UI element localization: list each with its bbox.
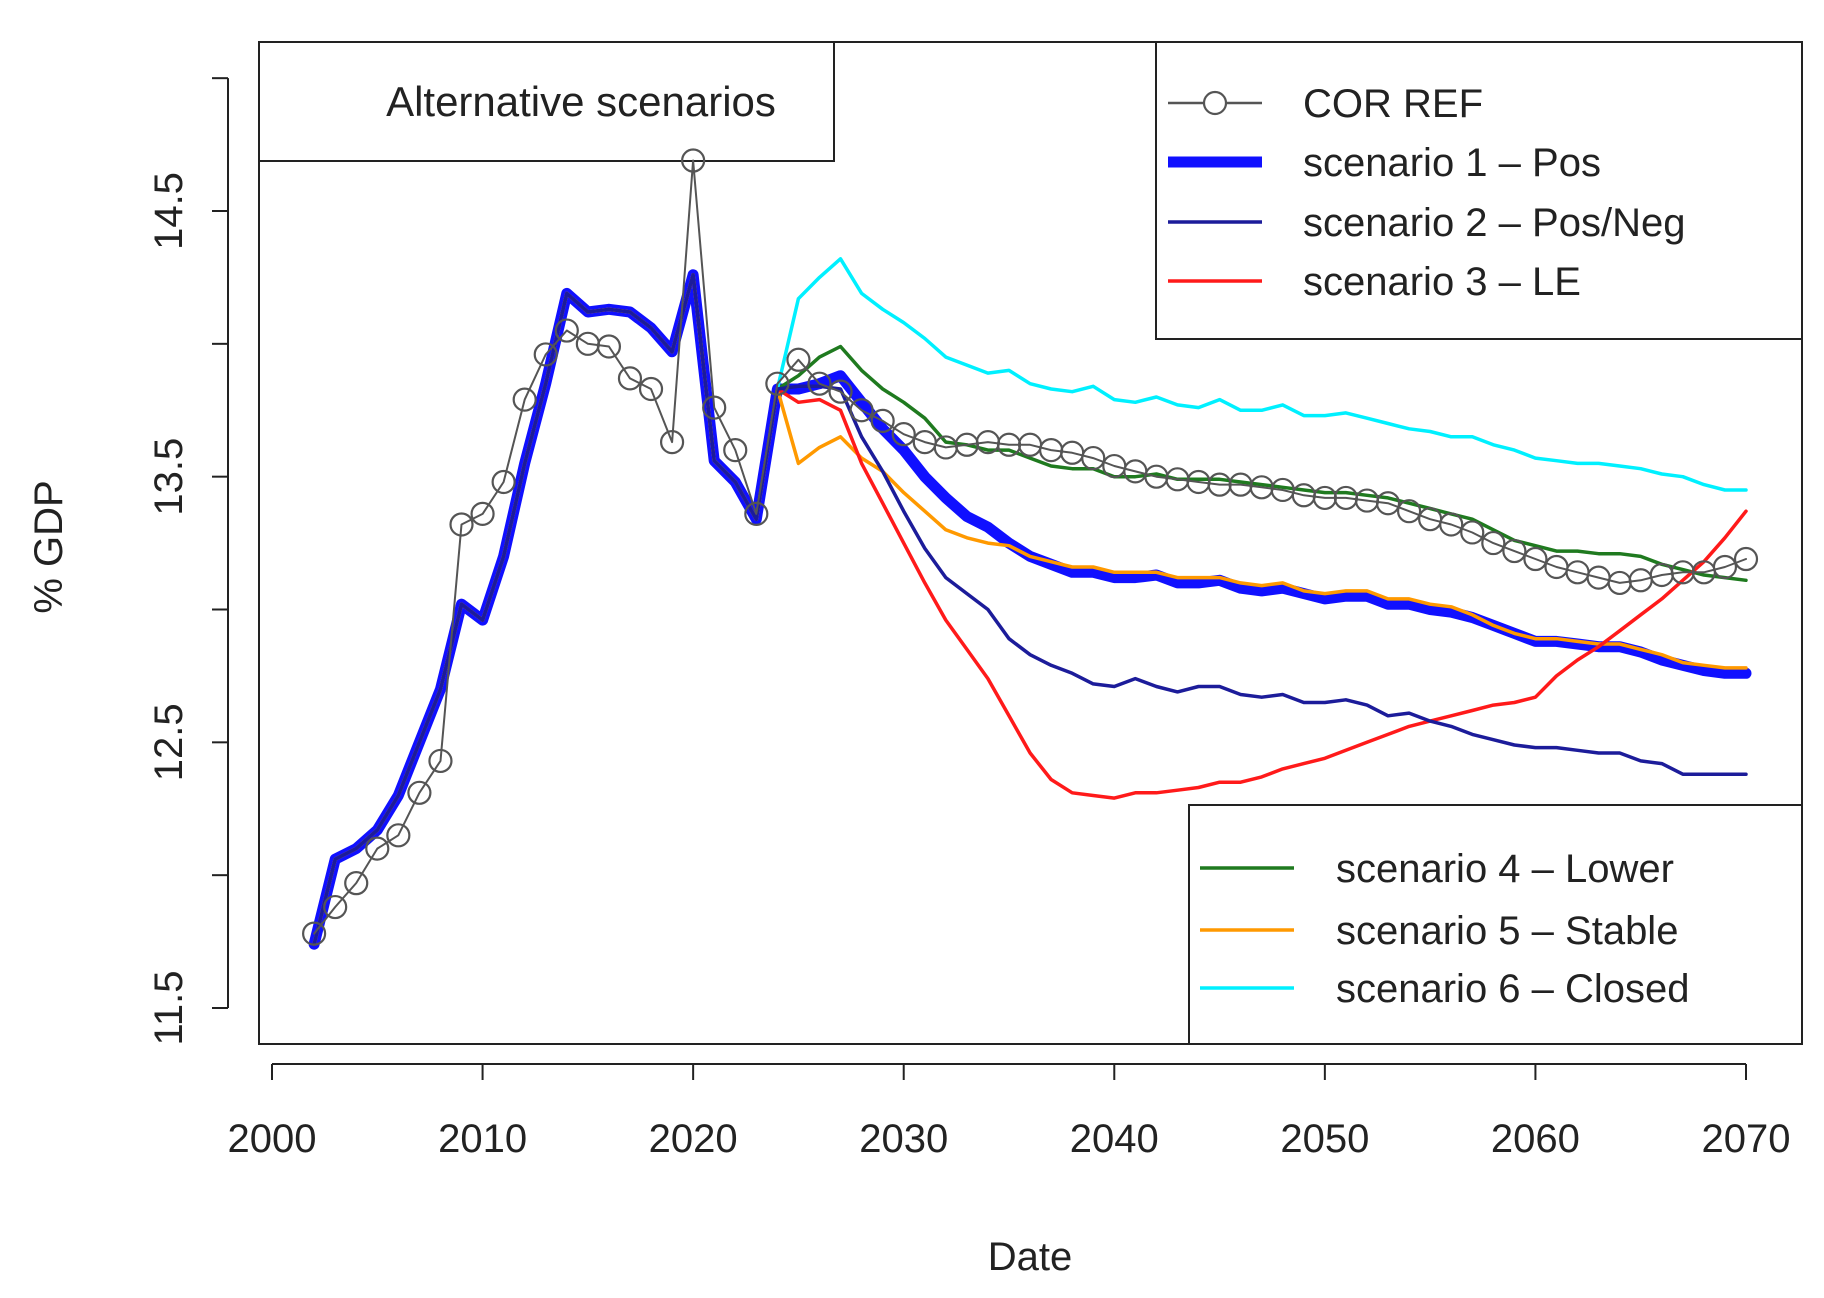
x-tick-label: 2070 (1702, 1117, 1791, 1161)
data-point (449, 512, 474, 537)
legend-label: scenario 5 – Stable (1336, 909, 1678, 953)
data-point (1523, 546, 1548, 572)
data-point (1081, 445, 1106, 471)
data-point (533, 342, 558, 367)
data-point (807, 371, 832, 396)
data-point (512, 387, 537, 412)
data-point (1481, 530, 1506, 556)
axes-layer: 11.5 12.5 13.5 14.5 2000 2010 2020 2030 2040 2050… (147, 41, 1803, 1161)
title-box (258, 41, 835, 162)
legend-layer: COR REF scenario 1 – Pos scenario 2 – Pos/… (1155, 41, 1803, 1045)
data-point (1396, 499, 1422, 524)
chart-title: Alternative scenarios (386, 78, 776, 125)
data-point (659, 430, 685, 455)
legend-marker (1202, 90, 1228, 116)
data-point (702, 395, 727, 420)
data-point (302, 921, 327, 946)
legend-label: scenario 6 – Closed (1336, 967, 1690, 1011)
x-axis-label: Date (988, 1235, 1073, 1279)
data-point (786, 347, 811, 372)
data-point (596, 334, 622, 359)
data-point (1502, 538, 1527, 564)
plot-frame (258, 41, 1803, 1045)
data-point (386, 823, 411, 848)
y-tick-label: 13.5 (147, 438, 191, 516)
data-point (1439, 512, 1464, 537)
data-point (491, 469, 516, 495)
legend-label: COR REF (1303, 82, 1483, 126)
data-point (744, 501, 769, 526)
data-point (1733, 546, 1759, 572)
y-tick-label: 11.5 (147, 971, 191, 1046)
data-point (554, 318, 579, 343)
data-point (407, 780, 432, 805)
x-tick-label: 2050 (1280, 1117, 1369, 1161)
legend-label: scenario 1 – Pos (1303, 141, 1601, 185)
legend-bottom-box (1188, 804, 1803, 1045)
data-point (681, 148, 706, 173)
data-point (1712, 554, 1738, 580)
y-axis-label: % GDP (27, 480, 71, 613)
x-tick-label: 2000 (228, 1117, 317, 1161)
data-point (723, 438, 748, 463)
data-point (891, 422, 916, 447)
legend-label: scenario 4 – Lower (1336, 847, 1674, 891)
x-tick-label: 2030 (859, 1117, 948, 1161)
data-point (765, 371, 790, 396)
data-point (1460, 520, 1485, 545)
data-point (365, 836, 390, 861)
y-tick-label: 14.5 (147, 172, 191, 250)
x-tick-label: 2010 (438, 1117, 527, 1161)
data-point (849, 398, 874, 423)
data-point (323, 894, 348, 920)
data-point (344, 871, 369, 896)
data-point (617, 366, 643, 391)
series-line (312, 273, 1748, 946)
data-point (428, 748, 453, 774)
y-tick-label: 12.5 (147, 703, 191, 781)
data-point (828, 379, 853, 404)
data-point (870, 408, 895, 433)
series-layer (302, 148, 1759, 950)
legend-label: scenario 3 – LE (1303, 260, 1581, 304)
data-point (1375, 491, 1401, 516)
legend-label: scenario 2 – Pos/Neg (1303, 201, 1685, 245)
data-point (470, 501, 495, 526)
legend-top-box (1155, 41, 1803, 340)
x-tick-label: 2040 (1070, 1117, 1159, 1161)
x-tick-label: 2060 (1491, 1117, 1580, 1161)
data-point (638, 376, 664, 402)
x-tick-label: 2020 (649, 1117, 738, 1161)
